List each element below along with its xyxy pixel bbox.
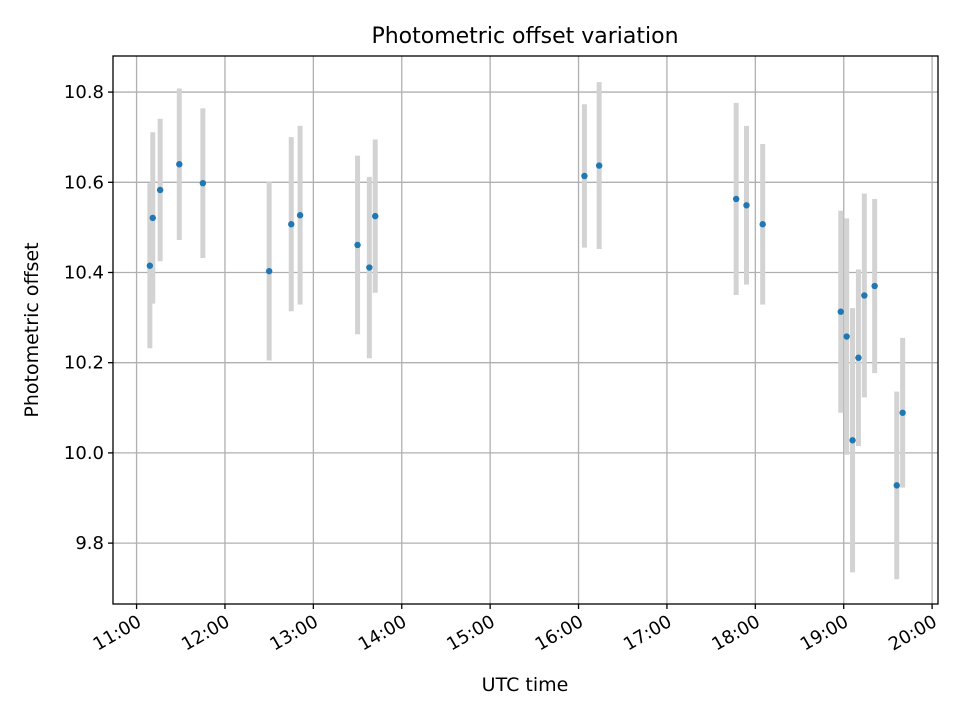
data-point (354, 241, 361, 249)
data-point (843, 333, 850, 340)
x-tick-label: 14:00 (355, 611, 410, 655)
x-axis-label: UTC time (482, 674, 569, 696)
x-tick-label: 19:00 (797, 611, 852, 655)
data-point (296, 212, 304, 219)
plot-frame (112, 55, 939, 605)
x-tick-label: 11:00 (90, 611, 145, 655)
x-tick-label: 16:00 (532, 611, 587, 655)
x-tick-label: 17:00 (620, 611, 675, 655)
chart-title: Photometric offset variation (371, 24, 678, 49)
data-point (372, 212, 379, 220)
data-point (366, 264, 373, 271)
y-tick-label: 9.8 (75, 533, 104, 554)
x-tick-label: 15:00 (443, 611, 498, 655)
data-point (893, 482, 900, 489)
tick-layer: 11:00 12:00 13:00 14:00 15:00 16:00 17:00 18:00… (64, 82, 941, 655)
x-tick-label: 13:00 (266, 611, 321, 655)
y-tick-label: 10.2 (64, 353, 104, 374)
data-point (743, 202, 750, 209)
data-point (581, 172, 588, 180)
y-tick-label: 10.6 (64, 172, 104, 193)
data-point (265, 267, 273, 275)
data-point (855, 354, 862, 361)
data-point (759, 221, 766, 228)
x-tick-label: 20:00 (885, 611, 940, 655)
data-point (176, 161, 183, 168)
data-point (732, 195, 740, 203)
y-axis-label: Photometric offset (21, 242, 43, 417)
y-tick-label: 10.8 (64, 82, 104, 103)
y-tick-label: 10.4 (64, 262, 104, 283)
grid-layer (113, 56, 938, 604)
data-point (837, 308, 844, 315)
data-point (849, 437, 856, 444)
data-point (156, 186, 164, 194)
x-tick-label: 18:00 (708, 611, 763, 655)
data-point (149, 214, 156, 222)
data-point (595, 162, 603, 169)
x-tick-label: 12:00 (178, 611, 233, 655)
data-point (199, 179, 207, 187)
point-layer (146, 161, 906, 489)
y-tick-label: 10.0 (64, 443, 104, 464)
data-point (861, 292, 868, 299)
data-point (871, 282, 878, 290)
data-point (288, 221, 295, 228)
data-point (899, 409, 906, 416)
errorbar-layer (147, 82, 906, 580)
data-point (146, 262, 154, 269)
